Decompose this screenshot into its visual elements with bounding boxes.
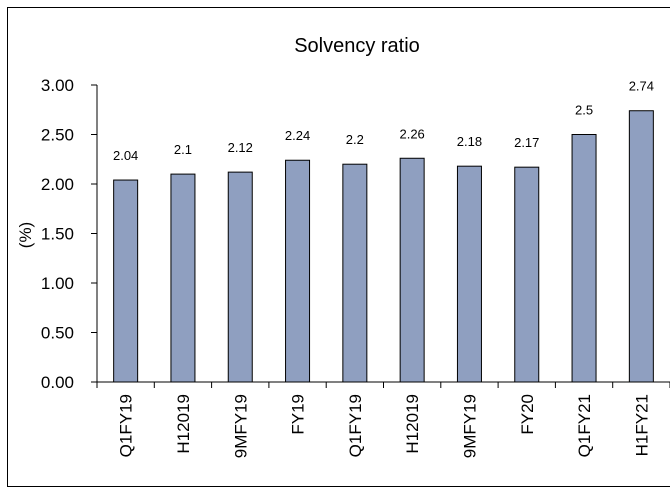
x-tick-label: FY19 [289, 394, 308, 435]
y-tick-label: 3.00 [41, 76, 74, 95]
x-tick-label: 9MFY19 [460, 394, 479, 458]
data-label: 2.12 [228, 140, 253, 155]
bar [628, 110, 654, 383]
x-axis: Q1FY19 H12019 9MFY19 FY19 Q1FY19 H12019 9MFY19… [96, 381, 670, 458]
x-tick-label: Q1FY19 [117, 394, 136, 457]
bar [113, 179, 139, 383]
bar [342, 163, 368, 383]
data-label: 2.18 [457, 134, 482, 149]
x-tick-label: Q1FY21 [575, 394, 594, 457]
chart-title: Solvency ratio [294, 35, 420, 57]
data-label: 2.74 [629, 79, 654, 94]
data-label: 2.2 [346, 132, 364, 147]
bar [399, 157, 425, 383]
y-tick-label: 2.50 [41, 126, 74, 145]
bar [170, 173, 196, 383]
y-tick-label: 1.50 [41, 225, 74, 244]
bar [227, 171, 253, 383]
x-tick-label: Q1FY19 [346, 394, 365, 457]
x-tick-label: FY20 [518, 394, 537, 435]
data-label: 2.04 [113, 148, 138, 163]
x-tick-label: H12019 [403, 394, 422, 454]
y-axis: 0.00 0.50 1.00 1.50 2.00 2.50 3.00 [41, 76, 98, 392]
data-label: 2.26 [399, 126, 424, 141]
y-tick-label: 1.00 [41, 274, 74, 293]
bar [514, 166, 540, 383]
y-tick-label: 0.50 [41, 324, 74, 343]
x-tick-label: H12019 [174, 394, 193, 454]
bar [285, 159, 311, 383]
bar-series: 2.04 2.1 2.12 2.24 2.2 2.26 2.18 2.17 2.5 2.74 [113, 79, 654, 383]
y-tick-label: 2.00 [41, 175, 74, 194]
y-tick-label: 0.00 [41, 373, 74, 392]
data-label: 2.17 [514, 135, 539, 150]
data-label: 2.1 [174, 142, 192, 157]
bar [456, 165, 482, 383]
y-axis-label: (%) [16, 222, 35, 248]
data-label: 2.5 [575, 103, 593, 118]
x-tick-label: 9MFY19 [231, 394, 250, 458]
bar [571, 134, 597, 383]
x-tick-label: H1FY21 [632, 394, 651, 456]
data-label: 2.24 [285, 128, 310, 143]
